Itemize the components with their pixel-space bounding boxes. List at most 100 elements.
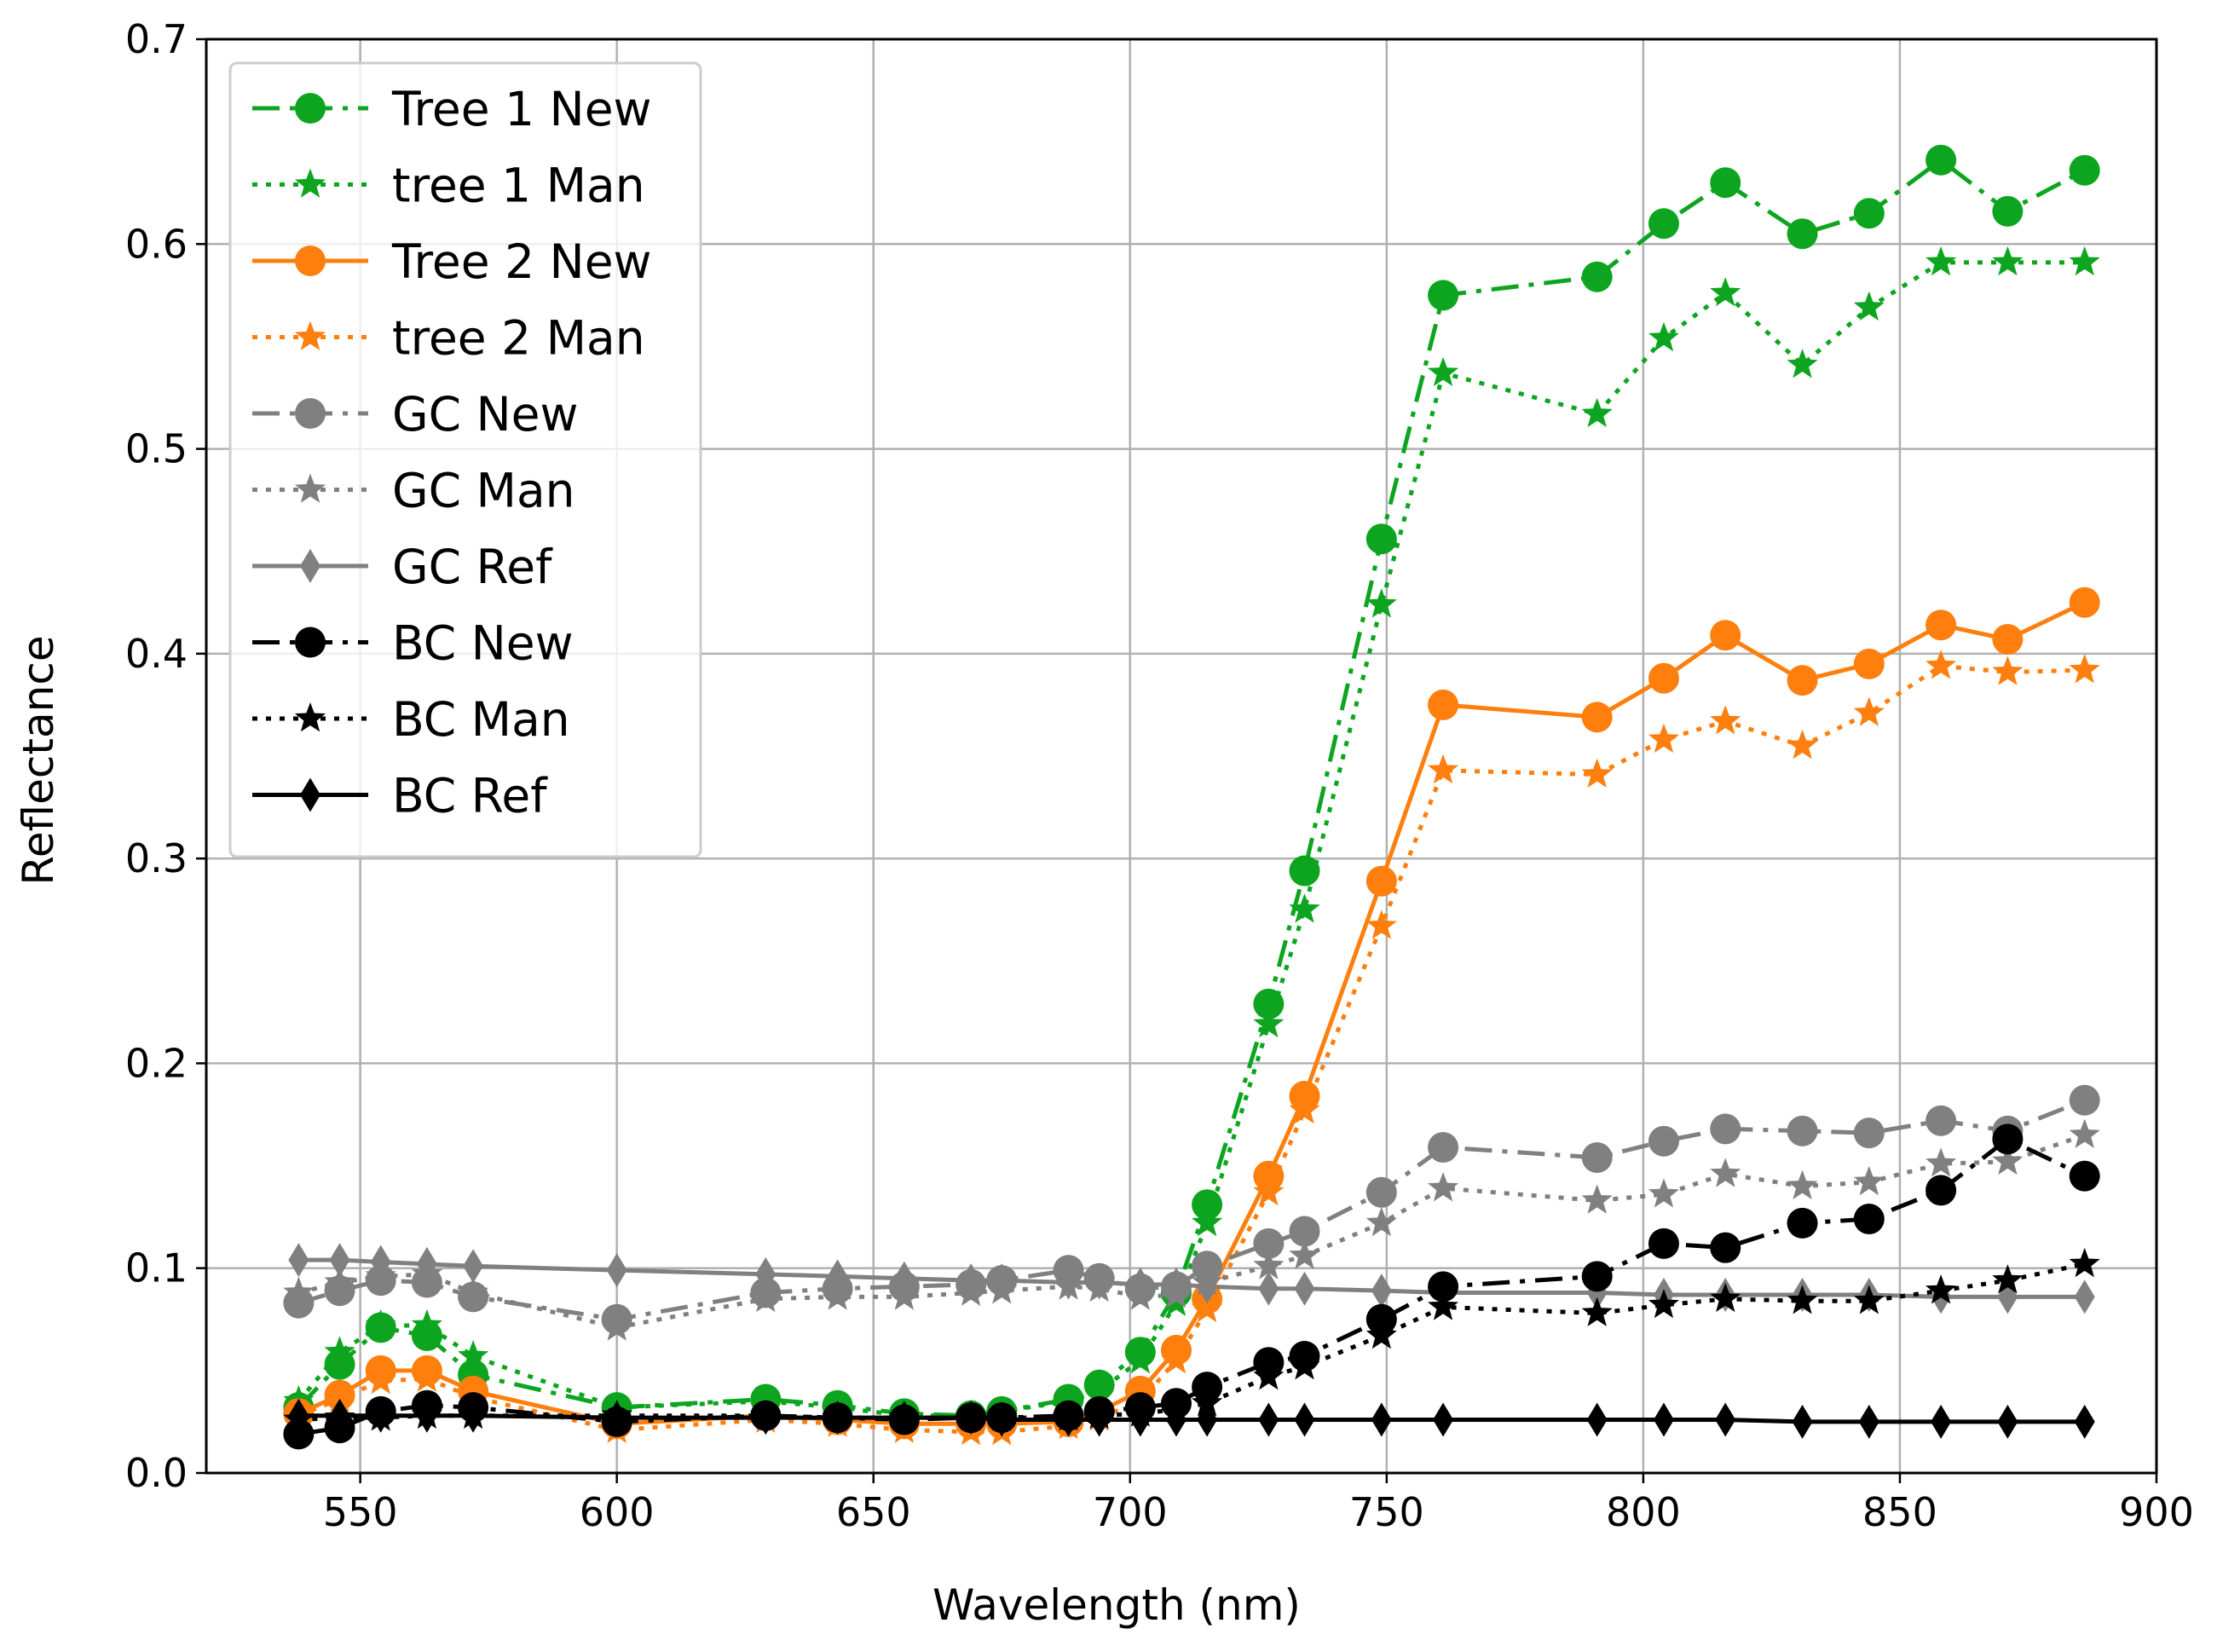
data-point-tree-1-man [1365,588,1397,618]
legend-item-bc-ref: BC Ref [252,769,548,823]
series-bc-ref [288,1398,2095,1439]
data-point-tree-1-man [1192,1206,1223,1237]
data-point-tree-2-man [1925,650,1957,679]
data-point-tree-2-man [1992,656,2024,685]
data-point-gc-ref [1371,1274,1392,1308]
legend-item-tree-2-man: tree 2 Man [252,311,645,366]
data-point-bc-ref [463,1398,484,1433]
data-point-gc-ref [416,1246,437,1281]
data-point-tree-1-man [1053,1384,1084,1415]
x-tick-label: 550 [323,1489,398,1535]
y-tick-label: 0.5 [125,426,188,472]
data-point-tree-1-new [1992,195,2024,227]
data-point-bc-ref [1715,1402,1736,1437]
data-point-tree-1-man [1853,291,1885,321]
legend-label-bc-ref: BC Ref [392,769,548,823]
legend-item-gc-new: GC New [252,387,578,442]
data-point-tree-1-new [1428,280,1459,311]
legend-marker-bc-new [295,627,326,658]
data-point-tree-1-new [2069,154,2100,186]
data-point-tree-2-new [1853,648,1885,679]
data-point-gc-new [1710,1113,1741,1145]
data-point-bc-ref [1997,1404,2018,1439]
data-point-bc-new [1787,1207,1818,1239]
data-point-bc-new [1853,1204,1885,1235]
data-point-bc-ref [1792,1404,1813,1439]
legend-label-bc-new: BC New [392,616,574,671]
data-point-gc-ref [1258,1271,1279,1306]
y-tick-label: 0.0 [125,1450,188,1496]
legend-item-bc-man: BC Man [252,692,570,747]
data-point-gc-man [283,1276,315,1306]
data-point-tree-2-new [1581,702,1613,733]
data-point-gc-new [1365,1176,1397,1208]
data-point-tree-2-man [1710,705,1741,735]
data-point-tree-2-man [1581,758,1613,788]
data-point-tree-2-man [1853,696,1885,726]
legend-item-gc-ref: GC Ref [252,540,553,594]
data-point-tree-2-man [1160,1343,1192,1374]
data-point-gc-man [1581,1184,1613,1214]
legend-label-gc-ref: GC Ref [392,540,553,594]
series-line-gc-new [297,1098,2086,1322]
data-point-bc-ref [2074,1404,2095,1439]
data-point-bc-ref [961,1401,982,1435]
data-point-gc-ref [1197,1269,1218,1304]
legend-item-tree-1-new: Tree 1 New [252,82,652,136]
data-point-bc-new [1925,1175,1957,1206]
data-point-bc-man [1253,1360,1285,1390]
data-point-gc-ref [329,1243,350,1278]
data-point-tree-2-new [1992,624,2024,656]
data-point-gc-new [1853,1118,1885,1149]
data-point-bc-ref [1088,1402,1110,1437]
data-point-bc-man [1428,1291,1459,1320]
x-axis-label: Wavelength (nm) [932,1580,1301,1630]
data-point-bc-ref [1258,1402,1279,1437]
data-point-tree-1-man [1253,1008,1285,1038]
data-point-bc-ref [606,1401,627,1435]
series-gc-ref [288,1243,2095,1314]
data-point-bc-ref [1129,1402,1151,1437]
legend-marker-bc-ref [300,777,320,812]
data-point-tree-1-man [1710,277,1741,307]
data-point-bc-ref [1433,1402,1454,1437]
data-point-bc-new [1648,1227,1679,1259]
data-point-gc-new [1581,1141,1613,1173]
data-point-gc-ref [827,1259,848,1294]
y-tick-label: 0.2 [125,1040,188,1086]
plot-frame [205,38,2158,1475]
data-point-gc-ref [755,1256,777,1291]
data-point-bc-ref [755,1401,777,1435]
data-point-gc-man [324,1266,355,1296]
data-point-tree-1-man [1124,1343,1156,1374]
data-point-tree-2-new [1428,689,1459,720]
data-point-gc-new [1925,1105,1957,1136]
x-tick-label: 650 [836,1489,911,1535]
data-point-tree-2-new [1787,665,1818,696]
data-point-bc-ref [991,1402,1013,1437]
series-line-gc-man [297,1133,2086,1330]
legend-label-tree-2-new: Tree 2 New [391,234,652,289]
data-point-bc-man [1365,1320,1397,1349]
data-point-gc-man [1787,1170,1818,1199]
data-point-gc-ref [606,1253,627,1288]
data-point-gc-man [2069,1118,2100,1148]
series-line-gc-ref [298,1257,2085,1299]
data-point-gc-ref [991,1263,1013,1298]
legend-marker-tree-2-new [295,245,326,276]
legend-marker-gc-man [294,473,326,503]
data-point-tree-1-man [1289,893,1320,923]
data-point-gc-ref [893,1261,915,1296]
data-point-bc-ref [1586,1402,1608,1437]
data-point-tree-1-new [1710,167,1741,199]
legend: Tree 1 New tree 1 Man Tree 2 New tree 2 Man… [228,61,702,858]
data-point-gc-ref [1165,1267,1186,1302]
data-point-tree-2-man [1648,723,1679,754]
data-point-tree-2-new [1253,1160,1285,1192]
data-point-gc-ref [463,1249,484,1284]
data-point-bc-man [1289,1350,1320,1380]
data-point-tree-1-new [1289,855,1320,887]
legend-label-gc-man: GC Man [392,464,575,518]
x-tick-label: 600 [580,1489,655,1535]
data-point-gc-man [1853,1165,1885,1196]
